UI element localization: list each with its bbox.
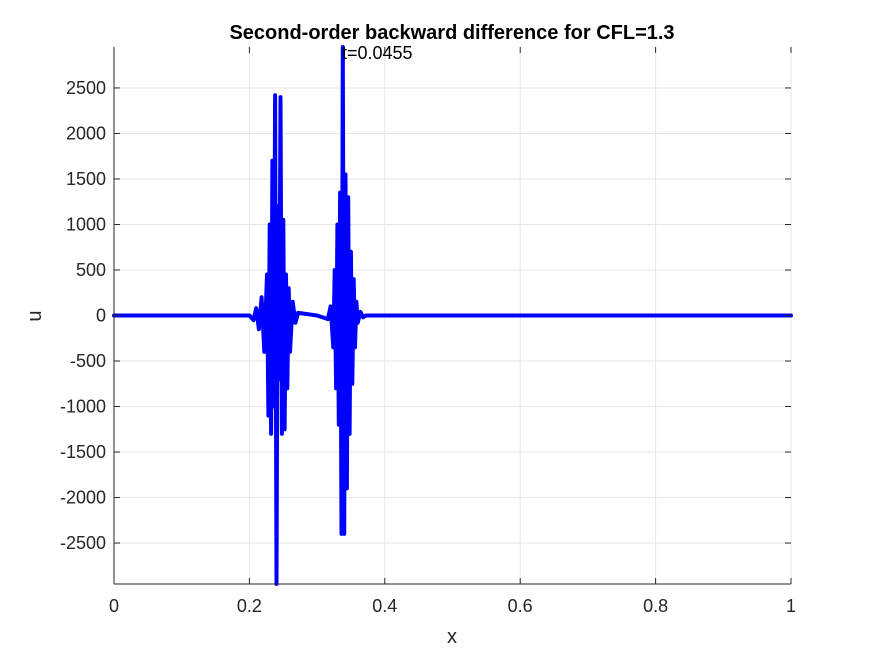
y-tick-label: 2000: [66, 123, 106, 143]
y-tick-label: -1500: [60, 442, 106, 462]
axes: [113, 47, 792, 585]
y-tick-label: 0: [96, 306, 106, 326]
y-tick-label: 500: [76, 260, 106, 280]
x-axis-label: x: [447, 626, 457, 648]
x-tick-labels: 0 0.2 0.4 0.6 0.8 1: [109, 596, 796, 616]
x-tick-label: 1: [786, 596, 796, 616]
y-tick-labels: -2500 -2000 -1500 -1000 -500 0 500 1000 1500 2000…: [60, 78, 106, 553]
y-tick-label: -500: [70, 351, 106, 371]
x-tick-label: 0: [109, 596, 119, 616]
x-tick-label: 0.6: [508, 596, 533, 616]
x-tick-label: 0.8: [643, 596, 668, 616]
y-tick-label: -1000: [60, 397, 106, 417]
y-tick-label: -2500: [60, 533, 106, 553]
grid-lines: [113, 47, 792, 584]
y-tick-label: 1000: [66, 214, 106, 234]
y-tick-label: -2000: [60, 488, 106, 508]
y-tick-label: 2500: [66, 78, 106, 98]
y-tick-label: 1500: [66, 169, 106, 189]
series-group: [112, 45, 793, 586]
x-tick-label: 0.4: [372, 596, 397, 616]
y-axis-label: u: [24, 310, 46, 321]
chart-title: Second-order backward difference for CFL…: [229, 22, 674, 44]
x-tick-label: 0.2: [237, 596, 262, 616]
time-annotation: t=0.0455: [342, 43, 413, 63]
series-line: [112, 45, 793, 586]
